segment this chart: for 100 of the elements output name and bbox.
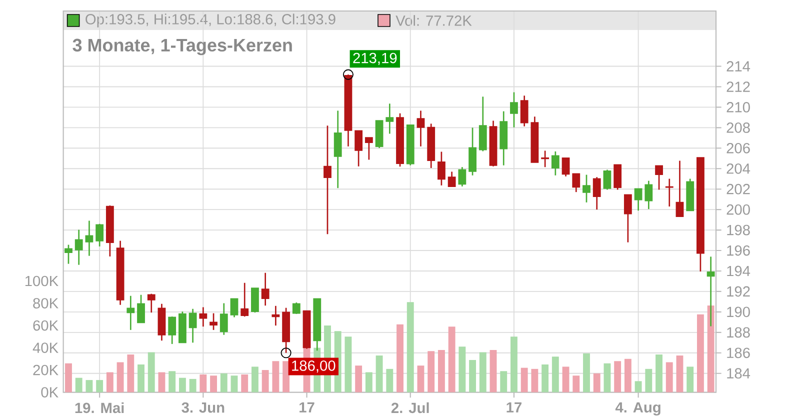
bar <box>624 358 632 392</box>
candlestick <box>85 220 94 257</box>
candlestick <box>364 137 373 160</box>
candlestick <box>199 306 208 328</box>
candlestick <box>458 166 466 188</box>
y2-tick-label: 0K <box>41 387 58 398</box>
bar <box>583 353 590 392</box>
bar <box>148 352 155 392</box>
y-tick-label: 208 <box>726 122 750 133</box>
candlestick <box>448 171 456 188</box>
bar <box>365 372 372 392</box>
y-tick-label: 190 <box>727 306 750 318</box>
y2-tick-label: 80K <box>33 298 58 308</box>
bar <box>604 363 611 392</box>
y-tick-label: 194 <box>727 266 750 276</box>
candlestick <box>416 110 425 148</box>
candlestick <box>438 151 446 186</box>
bar <box>438 350 445 392</box>
y-tick-label: 186 <box>727 348 750 358</box>
bar <box>458 346 466 392</box>
bar <box>593 373 600 392</box>
candlestick <box>220 302 228 336</box>
bar <box>469 360 476 392</box>
bar <box>707 305 714 392</box>
y-tick-label: 188 <box>727 327 750 338</box>
candlestick <box>551 150 560 176</box>
candlestick <box>603 169 612 190</box>
y-tick-label: 184 <box>727 368 750 379</box>
x-tick-label: 3. Jun <box>182 402 224 413</box>
x-tick-label: 17 <box>506 402 522 412</box>
bar <box>645 368 652 392</box>
bar <box>406 302 414 392</box>
candlestick <box>354 130 363 168</box>
x-tick-label: 2. Jul <box>391 402 429 414</box>
candlestick <box>64 244 72 264</box>
y-tick-label: 196 <box>727 245 750 256</box>
y-tick-label: 210 <box>726 102 750 112</box>
candlestick <box>272 305 280 326</box>
bar <box>252 366 258 392</box>
y-tick-label: 204 <box>726 163 750 174</box>
text: 3 Monate, 1-Tages-Kerzen <box>72 38 292 56</box>
candlestick <box>240 282 249 318</box>
bar <box>189 378 196 392</box>
y-tick-label: 202 <box>726 184 750 194</box>
bar <box>572 376 580 392</box>
bar <box>542 364 549 392</box>
candlestick <box>624 194 632 243</box>
bar <box>344 336 352 392</box>
bar <box>614 361 622 392</box>
candlestick <box>261 272 270 306</box>
bar <box>241 374 248 392</box>
candlestick <box>210 312 218 331</box>
y2-tick-label: 20K <box>33 364 58 376</box>
candlestick <box>634 188 642 212</box>
candlestick <box>230 298 238 318</box>
candlestick <box>188 308 197 344</box>
bar <box>138 364 144 392</box>
bar <box>272 361 280 392</box>
annotation: 213,19 <box>353 52 397 65</box>
bar <box>562 366 570 392</box>
candlestick <box>96 223 104 248</box>
bar <box>510 336 518 392</box>
candlestick <box>468 127 476 176</box>
candlestick <box>386 102 394 134</box>
bar <box>448 326 456 392</box>
candlestick <box>562 157 570 178</box>
candlestick <box>147 293 156 314</box>
x-tick-label: 19. Mai <box>75 402 124 414</box>
bar <box>417 366 424 392</box>
bar <box>520 368 528 392</box>
bar <box>355 366 362 392</box>
y2-tick-label: 100K <box>25 276 58 286</box>
candlestick <box>665 178 674 208</box>
bar <box>500 371 508 392</box>
candlestick <box>572 173 580 193</box>
bar <box>490 350 497 392</box>
bar <box>676 356 684 392</box>
bar <box>376 356 383 392</box>
candlestick <box>655 165 663 190</box>
candlestick <box>251 288 259 314</box>
y-tick-label: 214 <box>726 61 750 72</box>
bar <box>230 376 238 392</box>
bar <box>200 374 207 392</box>
y-tick-label: 212 <box>726 82 750 92</box>
candlestick <box>292 302 300 315</box>
bar <box>220 373 228 392</box>
bar <box>479 352 486 392</box>
bar <box>116 362 124 392</box>
bar <box>666 362 673 392</box>
bar <box>282 361 290 392</box>
x-tick-label: 4. Aug <box>615 402 660 416</box>
bar <box>634 381 642 392</box>
candlestick <box>644 180 653 210</box>
bar <box>158 372 166 392</box>
x-tick-label: 17 <box>300 402 314 412</box>
candlestick <box>510 92 518 128</box>
candlestick <box>126 295 135 331</box>
bar <box>86 380 93 392</box>
candlestick <box>168 316 176 345</box>
annotation: 186,00 <box>292 360 336 373</box>
